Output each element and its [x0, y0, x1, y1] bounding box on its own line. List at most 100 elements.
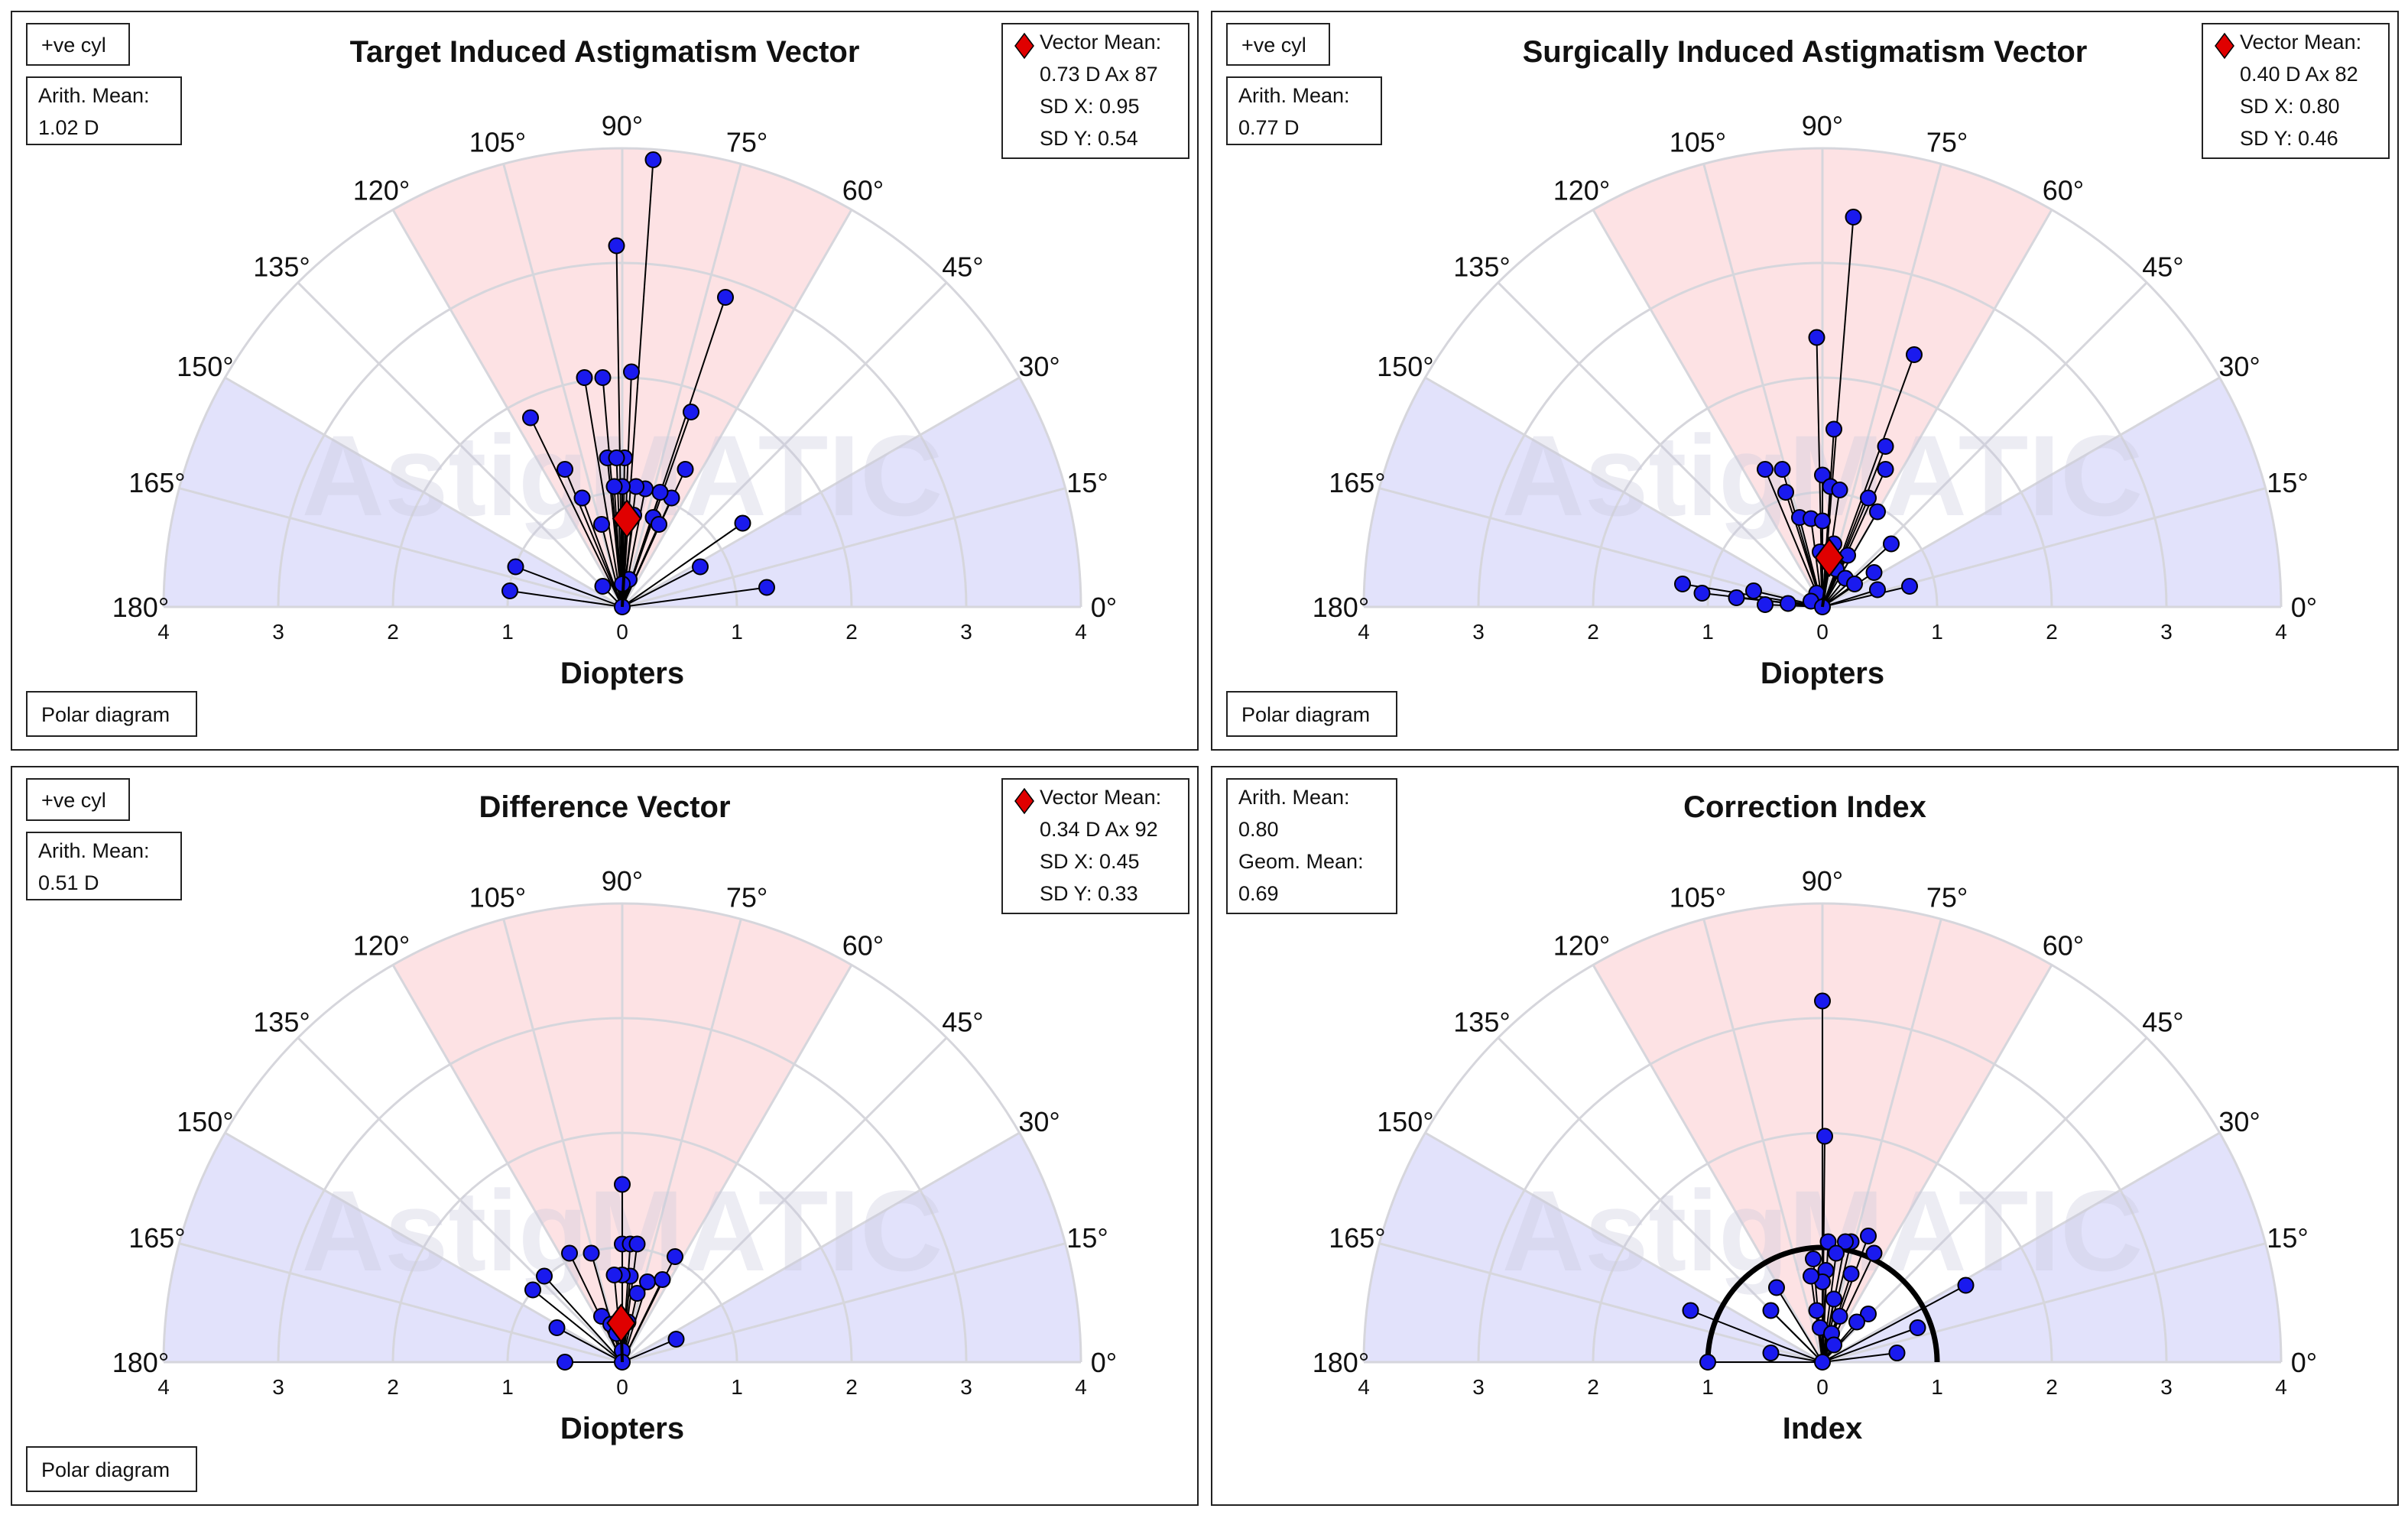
grid-spoke: [1424, 376, 1823, 608]
shaded-sector-blue: [1364, 1133, 1822, 1362]
sd-x-value: SD X: 0.80: [2240, 95, 2340, 118]
vector-line: [621, 517, 654, 608]
x-tick-label: 2: [845, 1375, 858, 1399]
x-tick-label: 2: [1587, 1375, 1599, 1399]
data-point: [557, 461, 573, 478]
data-point: [608, 237, 625, 255]
data-point: [1805, 1251, 1822, 1267]
data-point: [1808, 1302, 1825, 1319]
grid-spoke: [1822, 1131, 2221, 1364]
x-tick-label: 3: [1472, 620, 1485, 644]
angle-tick-label: 135°: [1453, 251, 1510, 283]
grid-spoke: [297, 281, 624, 608]
mean-value: 0.77 D: [1238, 116, 1300, 139]
mean-label: Arith. Mean:: [38, 839, 150, 862]
mean-value: 1.02 D: [38, 116, 99, 139]
vector-mean-value: 0.34 D Ax 92: [1040, 818, 1158, 841]
grid-spoke: [224, 376, 623, 608]
data-point: [628, 1285, 646, 1302]
data-point: [1825, 420, 1842, 438]
x-tick-label: 1: [1931, 1375, 1943, 1399]
vector-mean-diamond-icon: [1014, 787, 1034, 815]
polar-diagram-button[interactable]: Polar diagram: [26, 691, 197, 737]
data-point: [1814, 992, 1831, 1010]
panel-target-induced: 0° 15° 30° 45° 60° 75° 90° 105° 120° 135° 150° 165°…: [11, 11, 1199, 751]
angle-tick-label: 135°: [253, 1007, 310, 1038]
grid-spoke: [179, 487, 623, 608]
x-tick-label: 1: [1702, 620, 1714, 644]
data-point: [576, 369, 593, 386]
vector-line: [1822, 543, 1892, 608]
angle-tick-label: 60°: [842, 174, 884, 206]
data-point: [1848, 1313, 1865, 1331]
data-point: [1762, 1345, 1780, 1361]
geom-mean-label: Geom. Mean:: [1238, 850, 1364, 873]
x-tick-label: 3: [2160, 1375, 2173, 1399]
data-point: [522, 409, 539, 427]
grid-spoke: [621, 164, 742, 608]
angle-tick-label: 120°: [1553, 929, 1610, 961]
data-point: [1909, 1319, 1926, 1336]
angle-tick-label: 60°: [842, 929, 884, 961]
vector-mean-box: Vector Mean: 0.40 D Ax 82 SD X: 0.80 SD …: [2202, 23, 2390, 159]
angle-tick-label: 45°: [942, 251, 983, 283]
polar-diagram-label: Polar diagram: [41, 1458, 170, 1481]
angle-tick-label: 30°: [2218, 351, 2260, 382]
angle-tick-label: 30°: [2218, 1106, 2260, 1137]
grid-spoke: [1821, 164, 1942, 608]
data-point: [1869, 581, 1886, 599]
data-point: [1768, 1279, 1785, 1296]
data-point: [1674, 576, 1691, 592]
data-point: [561, 1244, 578, 1262]
vector-mean-value: 0.40 D Ax 82: [2240, 63, 2358, 86]
data-point: [1819, 1233, 1837, 1251]
angle-tick-label: 150°: [177, 1106, 233, 1137]
sd-y-value: SD Y: 0.46: [2240, 127, 2338, 150]
data-point: [1803, 1267, 1819, 1285]
vector-mean-label: Vector Mean:: [1040, 31, 1162, 54]
polar-diagram-button[interactable]: Polar diagram: [1226, 691, 1397, 737]
data-point: [507, 558, 524, 576]
data-point: [651, 484, 669, 501]
sd-x-value: SD X: 0.95: [1040, 95, 1140, 118]
data-point: [1814, 466, 1831, 484]
shaded-sector-blue: [1822, 1133, 2281, 1362]
vector-mean-label: Vector Mean:: [1040, 786, 1162, 809]
grid-spoke: [1379, 1242, 1823, 1364]
data-point: [1883, 535, 1900, 553]
cyl-label: +ve cyl: [41, 789, 106, 812]
vector-line: [1822, 1284, 1966, 1363]
shaded-sector-blue: [164, 378, 622, 607]
x-tick-label: 1: [731, 620, 743, 644]
angle-tick-label: 0°: [1091, 1347, 1117, 1378]
vector-line: [1822, 1352, 1897, 1363]
data-point: [614, 1176, 631, 1193]
grid-spoke: [621, 1036, 948, 1364]
grid-spoke: [1424, 1131, 1823, 1364]
grid-spoke: [1822, 376, 2221, 608]
arith-mean-value: 0.80: [1238, 818, 1279, 841]
x-tick-label: 0: [616, 1375, 628, 1399]
angle-tick-label: 180°: [1313, 592, 1369, 623]
data-point: [605, 478, 623, 495]
data-point: [1831, 1308, 1848, 1325]
vector-line: [1776, 1286, 1823, 1363]
cyl-label-box[interactable]: +ve cyl: [1226, 23, 1330, 66]
angle-tick-label: 45°: [2142, 1007, 2183, 1038]
vector-line: [515, 566, 623, 608]
data-point: [1774, 461, 1791, 478]
angle-tick-label: 180°: [112, 592, 169, 623]
x-tick-label: 4: [1358, 620, 1370, 644]
x-axis-label: Diopters: [1761, 657, 1884, 690]
data-point: [524, 1281, 541, 1299]
angle-tick-label: 120°: [353, 929, 410, 961]
panel-correction-index: 0° 15° 30° 45° 60° 75° 90° 105° 120° 135° 150° 165°…: [1211, 766, 2399, 1506]
x-tick-label: 3: [960, 1375, 972, 1399]
grid-spoke: [1821, 281, 2148, 608]
polar-diagram-button[interactable]: Polar diagram: [26, 1446, 197, 1492]
angle-tick-label: 135°: [1453, 1007, 1510, 1038]
data-point: [548, 1319, 566, 1336]
cyl-label-box[interactable]: +ve cyl: [26, 23, 130, 66]
cyl-label-box[interactable]: +ve cyl: [26, 778, 130, 821]
angle-tick-label: 105°: [469, 881, 526, 913]
